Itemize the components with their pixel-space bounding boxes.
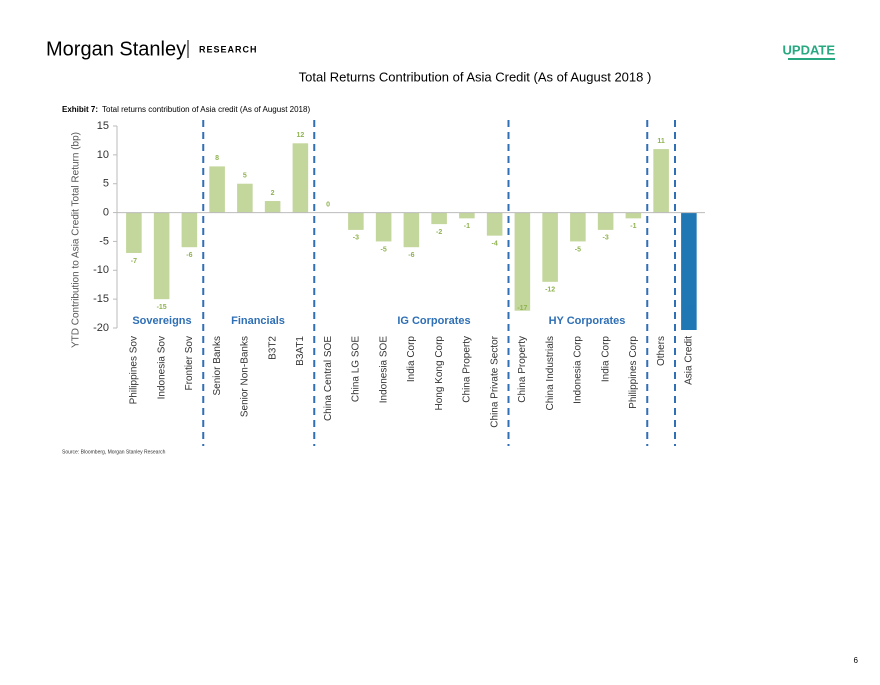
x-tick-label: Senior Non-Banks — [240, 336, 251, 417]
y-tick-label: 10 — [97, 149, 109, 161]
bar — [209, 166, 225, 213]
x-tick-label: B3T2 — [267, 336, 278, 360]
value-label: -7 — [131, 258, 137, 265]
division: RESEARCH — [199, 44, 258, 54]
tag: UPDATE — [783, 42, 836, 57]
bar — [375, 212, 392, 242]
y-tick-label: -5 — [99, 235, 109, 247]
page-title: Total Returns Contribution of Asia Credi… — [299, 69, 652, 84]
value-label: 12 — [296, 132, 304, 139]
x-tick-label: China Central SOE — [323, 336, 334, 421]
x-tick-label: India Corp — [600, 336, 611, 383]
value-label: 0 — [326, 201, 330, 208]
bar — [514, 212, 531, 311]
value-label: -6 — [408, 252, 414, 259]
x-tick-label: Philippines Corp — [628, 336, 639, 409]
x-tick-label: Others — [656, 336, 667, 366]
value-label: -6 — [186, 252, 192, 259]
x-tick-label: Asia Credit — [684, 336, 695, 385]
bar — [126, 212, 142, 253]
bar — [403, 212, 420, 248]
bar — [653, 149, 669, 213]
value-label: -5 — [575, 246, 581, 253]
bar — [542, 212, 558, 282]
value-label: -3 — [603, 235, 609, 242]
bar — [625, 212, 642, 219]
value-label: 2 — [271, 190, 275, 197]
page-number: 6 — [854, 656, 859, 665]
value-label: 8 — [215, 155, 219, 162]
source: Source: Bloomberg, Morgan Stanley Resear… — [62, 449, 166, 455]
value-label: -3 — [353, 235, 359, 242]
bar — [348, 212, 364, 230]
value-label: -5 — [381, 246, 387, 253]
exhibit-label: Exhibit 7: — [62, 105, 98, 114]
x-tick-label: China Property — [517, 336, 528, 403]
bar — [264, 201, 281, 213]
group-label: Sovereigns — [132, 315, 191, 327]
x-tick-label: Hong Kong Corp — [434, 336, 445, 411]
x-tick-label: Frontier Sov — [184, 336, 195, 390]
x-tick-label: Indonesia Sov — [156, 336, 167, 399]
group-label: HY Corporates — [549, 315, 626, 327]
x-tick-label: Indonesia SOE — [378, 336, 389, 404]
value-label: -4 — [492, 241, 498, 248]
x-tick-label: China LG SOE — [351, 336, 362, 402]
x-tick-label: China Industrials — [545, 336, 556, 410]
bar — [237, 183, 253, 213]
x-tick-label: China Private Sector — [489, 335, 500, 427]
brand: Morgan Stanley — [46, 38, 186, 60]
value-label: -1 — [630, 223, 636, 230]
x-tick-label: Indonesia Corp — [573, 336, 584, 404]
y-tick-label: -10 — [93, 264, 109, 276]
x-tick-label: Senior Banks — [212, 336, 223, 395]
bar — [292, 143, 309, 213]
bar — [570, 212, 586, 242]
bar — [597, 212, 614, 230]
bar — [486, 212, 503, 236]
value-label: -1 — [464, 223, 470, 230]
y-tick-label: -20 — [93, 322, 109, 334]
value-label: -15 — [157, 304, 167, 311]
bar — [459, 212, 475, 219]
value-label: -50 — [684, 305, 694, 312]
exhibit-caption: Total returns contribution of Asia credi… — [102, 105, 310, 114]
bars — [126, 143, 697, 330]
bar — [181, 212, 198, 248]
group-label: Financials — [231, 315, 285, 327]
y-tick-label: -15 — [93, 293, 109, 305]
x-tick-label: India Corp — [406, 336, 417, 383]
value-label: -17 — [517, 305, 527, 312]
x-tick-label: B3AT1 — [295, 336, 306, 366]
value-label: 11 — [657, 138, 665, 145]
bar — [431, 212, 447, 225]
y-tick-label: 15 — [97, 120, 109, 132]
y-tick-label: 5 — [103, 178, 109, 190]
x-tick-label: Philippines Sov — [129, 336, 140, 404]
bar — [153, 212, 170, 300]
value-label: -12 — [545, 287, 555, 294]
value-label: 5 — [243, 173, 247, 180]
group-label: IG Corporates — [397, 315, 470, 327]
bar — [681, 212, 697, 330]
y-tick-label: 0 — [103, 206, 109, 218]
x-tick-label: China Property — [462, 336, 473, 403]
y-axis-label: YTD Contribution to Asia Credit Total Re… — [71, 132, 82, 348]
value-label: -2 — [436, 229, 442, 236]
